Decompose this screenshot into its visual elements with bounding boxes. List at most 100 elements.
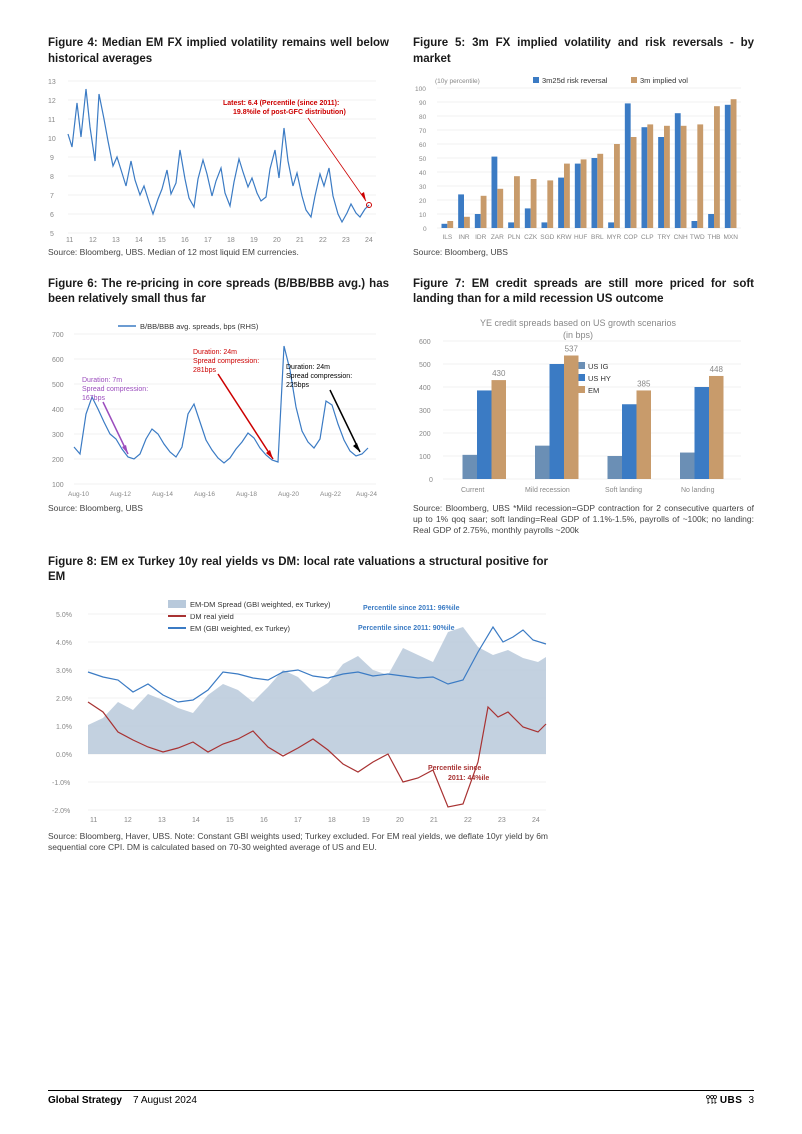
fig7-chart: YE credit spreads based on US growth sce…: [413, 314, 754, 499]
svg-text:INR: INR: [458, 234, 470, 241]
fig7-legend-em: EM: [588, 386, 599, 395]
svg-text:CZK: CZK: [524, 234, 538, 241]
svg-text:PLN: PLN: [508, 234, 521, 241]
svg-text:Aug-14: Aug-14: [152, 491, 173, 498]
svg-text:22: 22: [464, 817, 472, 824]
svg-text:300: 300: [52, 432, 64, 439]
fig8-source: Source: Bloomberg, Haver, UBS. Note: Con…: [48, 831, 548, 854]
svg-text:430: 430: [492, 369, 506, 378]
svg-text:COP: COP: [624, 234, 638, 241]
fig7-xlabels: Current Mild recession Soft landing No l…: [461, 487, 715, 494]
svg-text:23: 23: [342, 237, 350, 243]
svg-text:9: 9: [50, 155, 54, 162]
svg-text:100: 100: [415, 86, 426, 93]
row-fig4-fig5: Figure 4: Median EM FX implied volatilit…: [48, 36, 754, 259]
svg-text:Duration: 7m: Duration: 7m: [82, 377, 122, 384]
fig8-annot-44a: Percentile since: [428, 765, 481, 772]
svg-text:500: 500: [52, 382, 64, 389]
svg-text:14: 14: [192, 817, 200, 824]
page-footer: Global Strategy 7 August 2024 UBS 3: [48, 1090, 754, 1106]
svg-text:100: 100: [419, 454, 431, 461]
svg-text:18: 18: [328, 817, 336, 824]
svg-text:MXN: MXN: [723, 234, 738, 241]
fig7-legend-ig-swatch: [578, 362, 585, 369]
fig8-annot-90: Percentile since 2011: 90%ile: [358, 625, 455, 632]
svg-text:281bps: 281bps: [193, 367, 216, 374]
svg-text:Aug-24: Aug-24: [356, 491, 377, 498]
fig7-legend-ig: US IG: [588, 362, 609, 371]
svg-text:17: 17: [204, 237, 212, 243]
svg-text:Soft landing: Soft landing: [605, 487, 642, 494]
svg-text:100: 100: [52, 482, 64, 489]
svg-text:12: 12: [48, 98, 56, 105]
figure-7: Figure 7: EM credit spreads are still mo…: [413, 277, 754, 537]
svg-text:IDR: IDR: [475, 234, 487, 241]
footer-section: Global Strategy: [48, 1095, 122, 1106]
svg-text:537: 537: [565, 344, 579, 353]
svg-text:300: 300: [419, 408, 431, 415]
fig6-svg: B/BB/BBB avg. spreads, bps (RHS) 100 200…: [48, 314, 378, 499]
svg-text:0.0%: 0.0%: [56, 752, 72, 759]
svg-text:11: 11: [48, 117, 55, 124]
svg-text:11: 11: [66, 237, 73, 243]
fig5-source: Source: Bloomberg, UBS: [413, 247, 754, 258]
svg-text:1.0%: 1.0%: [56, 724, 72, 731]
footer-right: UBS 3: [705, 1094, 754, 1106]
fig8-chart: EM-DM Spread (GBI weighted, ex Turkey) D…: [48, 592, 548, 827]
fig8-xlabels: 11 12 13 14 15 16 17 18 19 20 21 22 23 2…: [90, 817, 540, 824]
fig4-svg: 5 6 7 8 9 10 11 12 13 Latest: 6.4 (Perce…: [48, 73, 378, 243]
svg-text:448: 448: [710, 364, 724, 373]
svg-text:24: 24: [532, 817, 540, 824]
svg-text:5.0%: 5.0%: [56, 612, 72, 619]
svg-text:Aug-20: Aug-20: [278, 491, 299, 498]
fig5-bars: [442, 99, 737, 228]
fig6-legend-label: B/BB/BBB avg. spreads, bps (RHS): [140, 322, 259, 331]
svg-text:-1.0%: -1.0%: [52, 780, 70, 787]
svg-text:KRW: KRW: [556, 234, 572, 241]
svg-text:Current: Current: [461, 487, 484, 494]
svg-text:CLP: CLP: [641, 234, 654, 241]
svg-text:THB: THB: [708, 234, 721, 241]
fig5-svg: (10y percentile) 3m25d risk reversal 3m …: [413, 73, 743, 243]
figure-4: Figure 4: Median EM FX implied volatilit…: [48, 36, 389, 259]
row-fig6-fig7: Figure 6: The re-pricing in core spreads…: [48, 277, 754, 537]
svg-text:Mild recession: Mild recession: [525, 487, 570, 494]
footer-date: 7 August 2024: [133, 1095, 197, 1106]
svg-text:-2.0%: -2.0%: [52, 808, 70, 815]
svg-text:8: 8: [50, 174, 54, 181]
svg-text:24: 24: [365, 237, 373, 243]
svg-text:16: 16: [181, 237, 189, 243]
svg-text:7: 7: [50, 193, 54, 200]
fig7-chart-title-l1: YE credit spreads based on US growth sce…: [480, 318, 677, 328]
fig6-source: Source: Bloomberg, UBS: [48, 503, 389, 514]
fig4-title: Figure 4: Median EM FX implied volatilit…: [48, 36, 389, 67]
svg-text:12: 12: [89, 237, 97, 243]
svg-text:10: 10: [419, 212, 427, 219]
svg-text:13: 13: [112, 237, 120, 243]
ubs-logo: UBS: [705, 1094, 743, 1106]
fig5-subtitle: (10y percentile): [435, 78, 480, 85]
svg-text:600: 600: [52, 357, 64, 364]
svg-text:19: 19: [250, 237, 258, 243]
svg-text:500: 500: [419, 362, 431, 369]
svg-text:20: 20: [419, 198, 427, 205]
fig8-svg: EM-DM Spread (GBI weighted, ex Turkey) D…: [48, 592, 548, 827]
fig5-legend-rr-swatch: [533, 77, 539, 83]
svg-text:10: 10: [48, 136, 56, 143]
svg-text:20: 20: [396, 817, 404, 824]
svg-text:400: 400: [419, 385, 431, 392]
svg-text:13: 13: [48, 79, 56, 86]
svg-text:Aug-22: Aug-22: [320, 491, 341, 498]
svg-text:Aug-16: Aug-16: [194, 491, 215, 498]
svg-text:400: 400: [52, 407, 64, 414]
fig8-legend-em: EM (GBI weighted, ex Turkey): [190, 624, 291, 633]
fig6-title: Figure 6: The re-pricing in core spreads…: [48, 277, 389, 308]
svg-text:15: 15: [226, 817, 234, 824]
fig7-title: Figure 7: EM credit spreads are still mo…: [413, 277, 754, 308]
fig5-legend-rr: 3m25d risk reversal: [542, 76, 608, 85]
svg-text:HUF: HUF: [574, 234, 587, 241]
svg-text:Duration: 24m: Duration: 24m: [193, 349, 237, 356]
footer-left: Global Strategy 7 August 2024: [48, 1095, 197, 1106]
svg-text:3.0%: 3.0%: [56, 668, 72, 675]
svg-text:16: 16: [260, 817, 268, 824]
